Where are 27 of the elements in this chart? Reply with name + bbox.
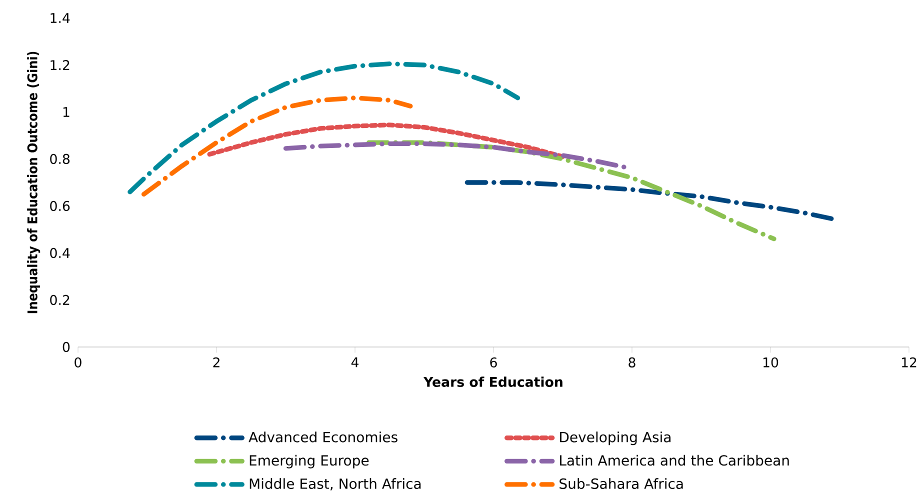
legend-label: Middle East, North Africa (250, 478, 421, 490)
y-axis-title: Inequality of Education Outcome (Gini) (27, 52, 40, 314)
legend-label: Advanced Economies (248, 432, 398, 442)
y-tick-label: 0.6 (50, 200, 70, 212)
legend-label: Emerging Europe (250, 454, 369, 468)
line-series (207, 122, 566, 159)
y-tick-label: 1 (63, 107, 70, 117)
x-tick-label: 0 (74, 357, 82, 368)
y-tick-label: 1.4 (50, 13, 70, 23)
y-tick-label: 0.8 (50, 154, 70, 164)
line-series (141, 96, 413, 197)
y-tick-label: 0.4 (50, 248, 70, 258)
legend-label: Developing Asia (560, 432, 670, 446)
x-axis-title: Years of Education (423, 376, 562, 387)
y-tick-label: 0 (62, 342, 70, 352)
x-tick-label: 4 (351, 357, 358, 368)
x-tick-label: 12 (902, 357, 916, 368)
legend-label: Sub-Sahara Africa (560, 478, 683, 489)
legend-label: Latin America and the Caribbean (560, 454, 789, 466)
y-tick-label: 0.2 (50, 294, 70, 306)
x-tick-label: 6 (490, 357, 497, 368)
line-series (128, 61, 520, 194)
x-tick-label: 8 (628, 357, 636, 368)
y-tick-label: 1.2 (50, 60, 70, 70)
line-series (464, 180, 836, 222)
x-tick-label: 2 (213, 357, 220, 368)
x-tick-label: 10 (763, 357, 778, 368)
